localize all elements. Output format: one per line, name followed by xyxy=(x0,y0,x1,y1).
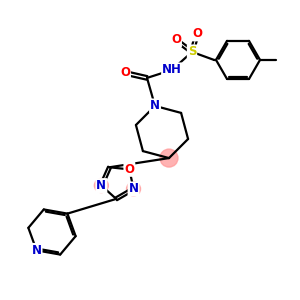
Text: O: O xyxy=(192,27,202,40)
Text: N: N xyxy=(96,179,106,192)
Circle shape xyxy=(127,182,140,196)
Text: O: O xyxy=(124,163,134,176)
Text: NH: NH xyxy=(162,63,182,76)
Text: N: N xyxy=(128,182,139,195)
Text: O: O xyxy=(171,33,181,46)
Text: N: N xyxy=(150,99,160,112)
Text: N: N xyxy=(32,244,42,257)
Circle shape xyxy=(94,178,108,193)
Circle shape xyxy=(160,149,178,167)
Text: O: O xyxy=(120,66,130,80)
Text: S: S xyxy=(188,45,196,58)
